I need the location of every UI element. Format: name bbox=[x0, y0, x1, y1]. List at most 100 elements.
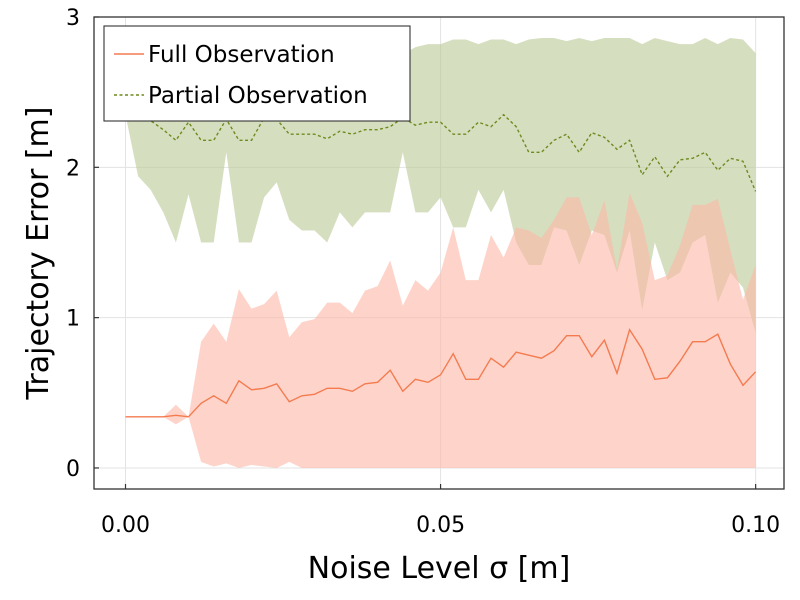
data-point bbox=[477, 121, 479, 123]
data-point bbox=[389, 369, 391, 371]
series-lines bbox=[124, 113, 757, 418]
plot-frame bbox=[93, 16, 785, 490]
data-point bbox=[691, 157, 693, 159]
data-point bbox=[603, 339, 605, 341]
data-point bbox=[288, 401, 290, 403]
x-tick-label: 0.05 bbox=[416, 513, 465, 538]
data-point bbox=[124, 416, 126, 418]
data-point bbox=[742, 160, 744, 162]
x-tick-label: 0.00 bbox=[101, 513, 150, 538]
data-point bbox=[717, 333, 719, 335]
series-line-partial-observation bbox=[125, 113, 757, 192]
data-point bbox=[439, 374, 441, 376]
data-point bbox=[175, 414, 177, 416]
data-point bbox=[729, 157, 731, 159]
data-point bbox=[389, 126, 391, 128]
data-point bbox=[679, 159, 681, 161]
data-point bbox=[402, 390, 404, 392]
data-point bbox=[654, 378, 656, 380]
legend-label: Full Observation bbox=[148, 42, 335, 68]
data-point bbox=[641, 348, 643, 350]
data-point bbox=[490, 126, 492, 128]
data-point bbox=[427, 381, 429, 383]
data-point bbox=[742, 384, 744, 386]
data-point bbox=[502, 114, 504, 116]
y-tick-label: 1 bbox=[66, 307, 80, 332]
axis-ticks: 0.00 0.05 0.10 0 1 2 3 bbox=[66, 6, 780, 538]
y-tick-label: 0 bbox=[66, 457, 80, 482]
data-point bbox=[351, 133, 353, 135]
data-point bbox=[162, 416, 164, 418]
data-point bbox=[427, 121, 429, 123]
data-point bbox=[578, 334, 580, 336]
data-point bbox=[754, 371, 756, 373]
data-point bbox=[313, 393, 315, 395]
data-point bbox=[641, 174, 643, 176]
data-point bbox=[704, 340, 706, 342]
data-point bbox=[528, 354, 530, 356]
band-full-observation bbox=[125, 192, 756, 468]
data-point bbox=[213, 139, 215, 141]
data-point bbox=[515, 126, 517, 128]
data-point bbox=[339, 130, 341, 132]
data-point bbox=[137, 416, 139, 418]
data-point bbox=[238, 139, 240, 141]
data-point bbox=[729, 363, 731, 365]
data-point bbox=[654, 156, 656, 158]
data-point bbox=[364, 383, 366, 385]
data-point bbox=[288, 133, 290, 135]
data-point bbox=[250, 139, 252, 141]
y-tick-label: 2 bbox=[66, 156, 80, 181]
data-point bbox=[326, 387, 328, 389]
data-point bbox=[376, 129, 378, 131]
data-point bbox=[628, 328, 630, 330]
data-point bbox=[301, 133, 303, 135]
legend-box bbox=[103, 25, 411, 122]
data-point bbox=[565, 334, 567, 336]
data-point bbox=[364, 129, 366, 131]
data-point bbox=[465, 133, 467, 135]
data-point bbox=[250, 389, 252, 391]
data-point bbox=[187, 416, 189, 418]
data-point bbox=[515, 351, 517, 353]
data-point bbox=[679, 360, 681, 362]
data-point bbox=[540, 151, 542, 153]
data-point bbox=[704, 151, 706, 153]
data-point bbox=[200, 139, 202, 141]
data-point bbox=[754, 190, 756, 192]
data-point bbox=[263, 387, 265, 389]
data-point bbox=[213, 395, 215, 397]
data-point bbox=[591, 132, 593, 134]
data-point bbox=[603, 136, 605, 138]
data-point bbox=[351, 390, 353, 392]
x-axis-title: Noise Level σ [m] bbox=[308, 551, 571, 586]
data-point bbox=[276, 383, 278, 385]
legend: Full Observation Partial Observation bbox=[103, 25, 411, 122]
data-point bbox=[175, 139, 177, 141]
data-point bbox=[477, 378, 479, 380]
data-point bbox=[578, 151, 580, 153]
data-point bbox=[565, 133, 567, 135]
data-point bbox=[339, 387, 341, 389]
data-point bbox=[414, 124, 416, 126]
data-point bbox=[238, 380, 240, 382]
x-tick-label: 0.10 bbox=[731, 513, 780, 538]
data-point bbox=[616, 372, 618, 374]
data-point bbox=[465, 378, 467, 380]
y-tick-label: 3 bbox=[66, 6, 80, 31]
data-point bbox=[225, 402, 227, 404]
data-point bbox=[691, 340, 693, 342]
data-point bbox=[162, 129, 164, 131]
data-point bbox=[553, 350, 555, 352]
data-point bbox=[528, 151, 530, 153]
data-point bbox=[326, 138, 328, 140]
data-point bbox=[666, 175, 668, 177]
data-point bbox=[666, 377, 668, 379]
series-line-full-observation bbox=[125, 328, 757, 418]
data-point bbox=[591, 356, 593, 358]
data-point bbox=[301, 395, 303, 397]
data-point bbox=[452, 353, 454, 355]
data-point bbox=[553, 139, 555, 141]
